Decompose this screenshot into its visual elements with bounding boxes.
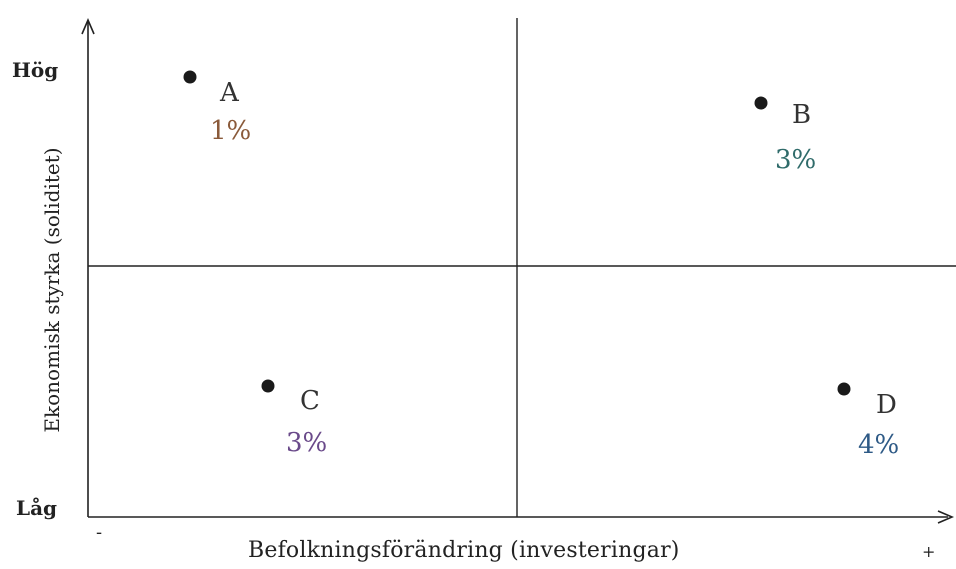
point-b-dot <box>754 96 768 110</box>
point-a-name: A <box>220 78 239 108</box>
y-low-label: Låg <box>16 496 58 520</box>
point-d-dot <box>837 382 851 396</box>
point-d-name: D <box>876 390 897 420</box>
point-c-dot <box>261 379 275 393</box>
y-high-label: Hög <box>12 58 59 82</box>
x-axis-arrow <box>937 510 955 524</box>
x-plus-label: + <box>922 542 936 561</box>
point-b-value: 3% <box>775 145 817 175</box>
point-c-name: C <box>300 386 320 416</box>
point-d-value: 4% <box>858 430 900 460</box>
point-b-name: B <box>792 100 812 130</box>
point-a-value: 1% <box>210 116 252 146</box>
point-a-dot <box>183 70 197 84</box>
y-axis-arrow <box>81 17 95 35</box>
point-c-value: 3% <box>286 428 328 458</box>
x-axis-title: Befolkningsförändring (investeringar) <box>248 538 680 563</box>
x-minus-label: - <box>96 522 103 543</box>
y-axis-title: Ekonomisk styrka (soliditet) <box>40 147 64 433</box>
